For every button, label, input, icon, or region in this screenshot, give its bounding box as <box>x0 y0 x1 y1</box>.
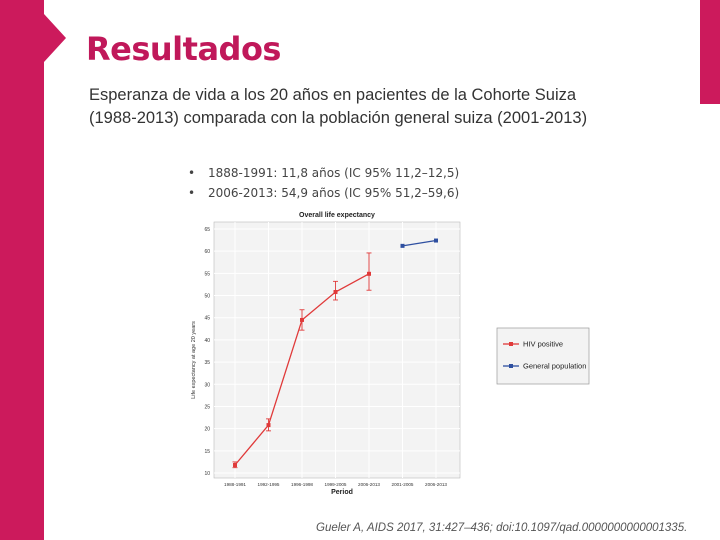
x-tick-label: 2006-2013 <box>425 482 447 487</box>
plot-area <box>213 221 461 479</box>
y-tick-label: 50 <box>204 294 210 300</box>
legend-label: General population <box>523 362 586 371</box>
data-point <box>300 317 304 322</box>
data-point <box>400 243 405 248</box>
x-tick-label: 1999-2005 <box>325 482 347 487</box>
y-tick-label: 40 <box>204 338 210 344</box>
y-axis-label: Life expectancy at age 20 years <box>191 321 197 399</box>
data-point <box>434 238 438 243</box>
left-accent-bar <box>0 0 44 540</box>
bullet-item-1: 1888-1991: 11,8 años (IC 95% 11,2–12,5) <box>188 163 459 183</box>
data-point <box>266 423 271 428</box>
y-tick-label: 60 <box>204 249 210 255</box>
series-general-population <box>400 238 438 248</box>
subtitle-line-2: (1988-2013) comparada con la población g… <box>89 109 588 127</box>
data-point <box>233 463 237 468</box>
x-axis-label: Period <box>331 489 353 496</box>
y-tick-label: 45 <box>204 316 210 322</box>
y-tick-label: 15 <box>204 449 210 455</box>
bullet-item-2: 2006-2013: 54,9 años (IC 95% 51,2–59,6) <box>188 183 459 203</box>
legend-swatch-marker <box>509 342 513 346</box>
chart-title: Overall life expectancy <box>299 212 375 219</box>
x-tick-label: 1992-1995 <box>258 482 280 487</box>
legend-swatch-marker <box>509 364 513 368</box>
life-expectancy-chart: Overall life expectancy 10 15 20 25 30 35 40 45 5… <box>191 212 590 496</box>
y-tick-label: 35 <box>204 360 210 366</box>
y-tick-label: 65 <box>204 227 210 233</box>
x-tick-label: 2006-2013 <box>358 482 380 487</box>
legend-label: HIV positive <box>523 340 563 349</box>
slide-subtitle: Esperanza de vida a los 20 años en pacie… <box>89 84 689 130</box>
y-tick-label: 20 <box>204 427 210 433</box>
series-line <box>402 239 437 247</box>
data-point <box>333 289 338 294</box>
y-tick-label: 10 <box>204 471 210 477</box>
y-tick-label: 55 <box>204 271 210 277</box>
x-tick-label: 2001-2005 <box>392 482 414 487</box>
x-tick-label: 1988-1991 <box>224 482 246 487</box>
left-accent-arrow <box>44 14 66 62</box>
citation: Gueler A, AIDS 2017, 31:427–436; doi:10.… <box>316 522 688 534</box>
bullet-list: 1888-1991: 11,8 años (IC 95% 11,2–12,5) … <box>188 163 459 203</box>
slide-title: Resultados <box>86 30 281 68</box>
right-accent-bar <box>700 0 720 104</box>
data-point <box>367 271 371 276</box>
subtitle-line-1: Esperanza de vida a los 20 años en pacie… <box>89 86 577 104</box>
series-hiv-positive <box>232 252 372 469</box>
x-tick-label: 1996-1998 <box>291 482 313 487</box>
y-tick-label: 25 <box>204 404 210 410</box>
legend-box <box>496 327 590 385</box>
y-tick-label: 30 <box>204 382 210 388</box>
chart-legend: HIV positive General population <box>496 327 590 385</box>
